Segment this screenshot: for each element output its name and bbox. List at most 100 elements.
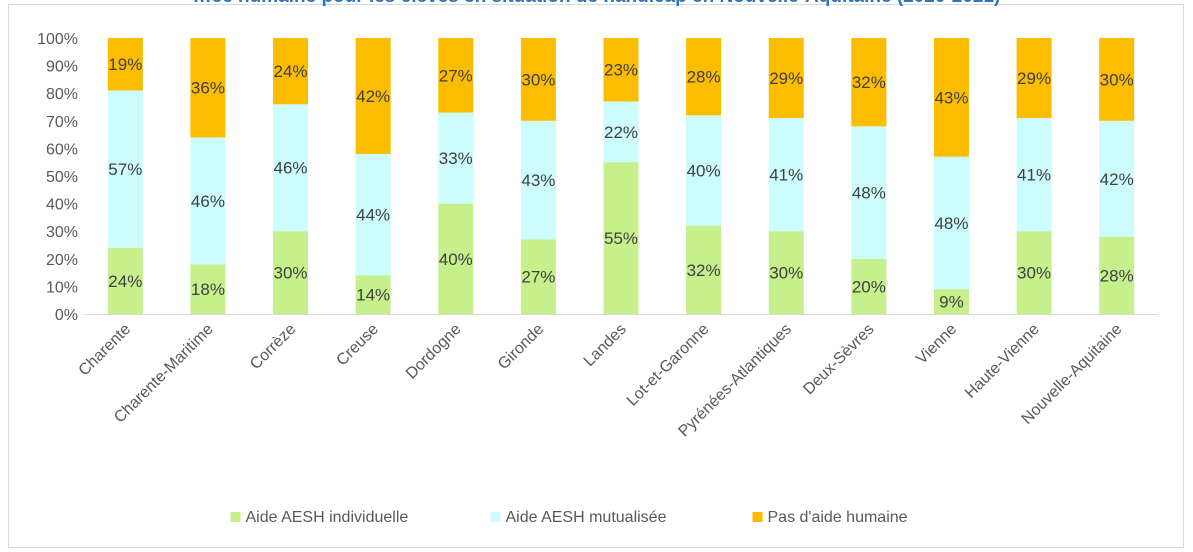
data-label: 32% xyxy=(852,73,886,92)
bar-segment xyxy=(355,275,391,314)
bar-segment xyxy=(520,120,556,240)
data-label: 43% xyxy=(521,171,555,190)
data-label: 29% xyxy=(1017,69,1051,88)
x-tick-label: Charente xyxy=(76,321,135,380)
x-tick-label: Dordogne xyxy=(403,321,465,383)
x-tick-label: Vienne xyxy=(913,321,960,368)
data-label: 19% xyxy=(108,55,142,74)
y-tick-label: 40% xyxy=(46,197,78,214)
bar-segment xyxy=(520,38,556,121)
bar-segment xyxy=(1016,231,1052,314)
bar-segment xyxy=(273,38,309,105)
bar-segment xyxy=(107,90,143,248)
data-label: 28% xyxy=(1100,266,1134,285)
bar-segment xyxy=(603,101,639,163)
legend-label: Pas d'aide humaine xyxy=(768,509,908,526)
bar-segment xyxy=(273,104,309,232)
y-tick-label: 50% xyxy=(46,169,78,186)
data-label: 30% xyxy=(521,70,555,89)
x-tick-label: Landes xyxy=(581,321,630,370)
bar-segment xyxy=(520,239,556,314)
bar-segment xyxy=(933,289,969,314)
x-tick-label: Lot-et-Garonne xyxy=(624,321,713,410)
x-tick-label: Haute-Vienne xyxy=(962,321,1043,402)
data-label: 9% xyxy=(939,293,964,312)
bar-segment xyxy=(851,258,887,314)
data-label: 18% xyxy=(191,280,225,299)
data-label: 24% xyxy=(108,272,142,291)
y-tick-label: 70% xyxy=(46,114,78,131)
data-label: 36% xyxy=(191,79,225,98)
y-tick-label: 80% xyxy=(46,86,78,103)
data-label: 42% xyxy=(1100,170,1134,189)
bar-segment xyxy=(686,115,722,226)
data-label: 20% xyxy=(852,277,886,296)
y-tick-label: 90% xyxy=(46,59,78,76)
data-label: 27% xyxy=(439,66,473,85)
bar-segment xyxy=(438,203,474,314)
bar-segment xyxy=(107,247,143,314)
bar-segment xyxy=(1016,118,1052,232)
data-label: 23% xyxy=(604,61,638,80)
data-label: 46% xyxy=(274,159,308,178)
bar-segment xyxy=(933,156,969,290)
y-tick-label: 10% xyxy=(46,279,78,296)
data-label: 27% xyxy=(521,268,555,287)
x-tick-label: Creuse xyxy=(333,321,382,370)
data-label: 41% xyxy=(1017,166,1051,185)
bar-segment xyxy=(603,38,639,102)
bar-segment xyxy=(1099,120,1135,237)
data-label: 57% xyxy=(108,160,142,179)
bar-segment xyxy=(603,162,639,314)
bar-segment xyxy=(933,38,969,157)
data-label: 48% xyxy=(852,184,886,203)
bar-segment xyxy=(768,231,804,314)
bar-segment xyxy=(438,112,474,204)
bar-segment xyxy=(355,153,391,276)
y-tick-label: 100% xyxy=(37,31,78,48)
data-label: 29% xyxy=(769,69,803,88)
y-tick-label: 30% xyxy=(46,224,78,241)
data-label: 41% xyxy=(769,166,803,185)
legend-label: Aide AESH mutualisée xyxy=(506,509,667,526)
bar-segment xyxy=(190,264,226,314)
chart-border xyxy=(8,4,1184,548)
bar-segment xyxy=(851,126,887,259)
bar-segment xyxy=(768,38,804,119)
data-label: 43% xyxy=(934,88,968,107)
bar-segment xyxy=(851,38,887,127)
bar-segment xyxy=(686,225,722,314)
bar-segment xyxy=(355,38,391,154)
data-label: 30% xyxy=(1100,70,1134,89)
legend-swatch xyxy=(490,512,501,522)
data-label: 55% xyxy=(604,229,638,248)
data-label: 42% xyxy=(356,87,390,106)
chart-title: …ée humaine pour les élèves en situation… xyxy=(0,0,1193,8)
legend-swatch xyxy=(752,512,763,522)
bar-segment xyxy=(1099,38,1135,121)
y-tick-label: 20% xyxy=(46,252,78,269)
data-label: 30% xyxy=(1017,264,1051,283)
data-label: 30% xyxy=(274,264,308,283)
bar-segment xyxy=(438,38,474,113)
data-label: 28% xyxy=(687,68,721,87)
data-label: 40% xyxy=(439,250,473,269)
data-label: 24% xyxy=(274,62,308,81)
data-label: 14% xyxy=(356,286,390,305)
bar-segment xyxy=(1016,38,1052,119)
data-label: 22% xyxy=(604,123,638,142)
data-label: 33% xyxy=(439,149,473,168)
data-label: 44% xyxy=(356,206,390,225)
x-tick-label: Deux-Sèvres xyxy=(800,321,877,398)
bar-segment xyxy=(190,137,226,265)
data-label: 40% xyxy=(687,161,721,180)
legend-label: Aide AESH individuelle xyxy=(246,509,409,526)
data-label: 30% xyxy=(769,264,803,283)
data-label: 48% xyxy=(934,214,968,233)
x-tick-label: Gironde xyxy=(495,321,547,373)
bar-segment xyxy=(768,118,804,232)
bar-segment xyxy=(686,38,722,116)
bar-segment xyxy=(190,38,226,138)
